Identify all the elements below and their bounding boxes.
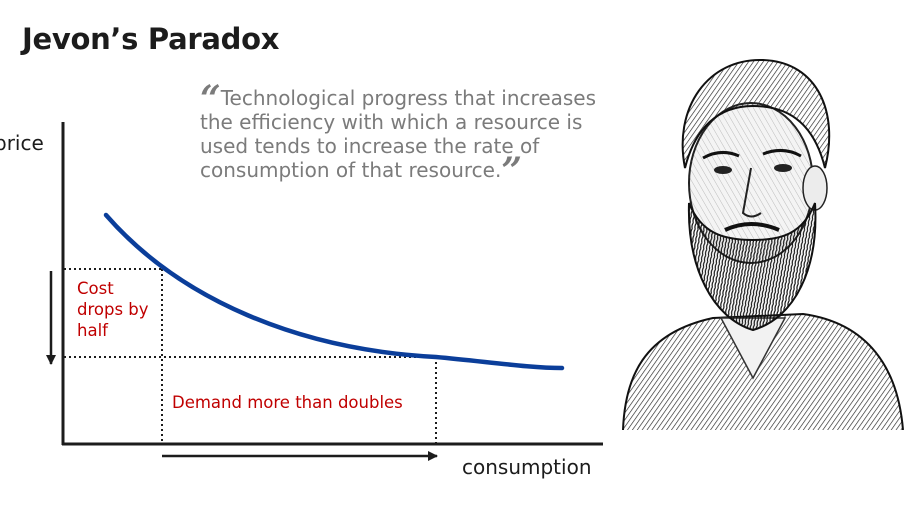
- bearded-man-portrait-image: [622, 58, 904, 430]
- demand-annotation: Demand more than doubles: [172, 393, 403, 412]
- y-axis-label: price: [0, 131, 44, 155]
- cost-drop-annotation: Cost drops by half: [77, 279, 149, 340]
- quote-block: “Technological progress that increases t…: [200, 81, 620, 189]
- open-quote-mark: “: [200, 78, 221, 120]
- close-quote-mark: ”: [501, 150, 523, 192]
- x-axis-label: consumption: [462, 455, 592, 479]
- demand-curve: [103, 212, 565, 371]
- quote-text: Technological progress that increases th…: [200, 86, 597, 182]
- dotted-guides: [64, 268, 437, 443]
- demand-curve-diagram: [46, 122, 603, 461]
- page-title: Jevon’s Paradox: [22, 22, 280, 56]
